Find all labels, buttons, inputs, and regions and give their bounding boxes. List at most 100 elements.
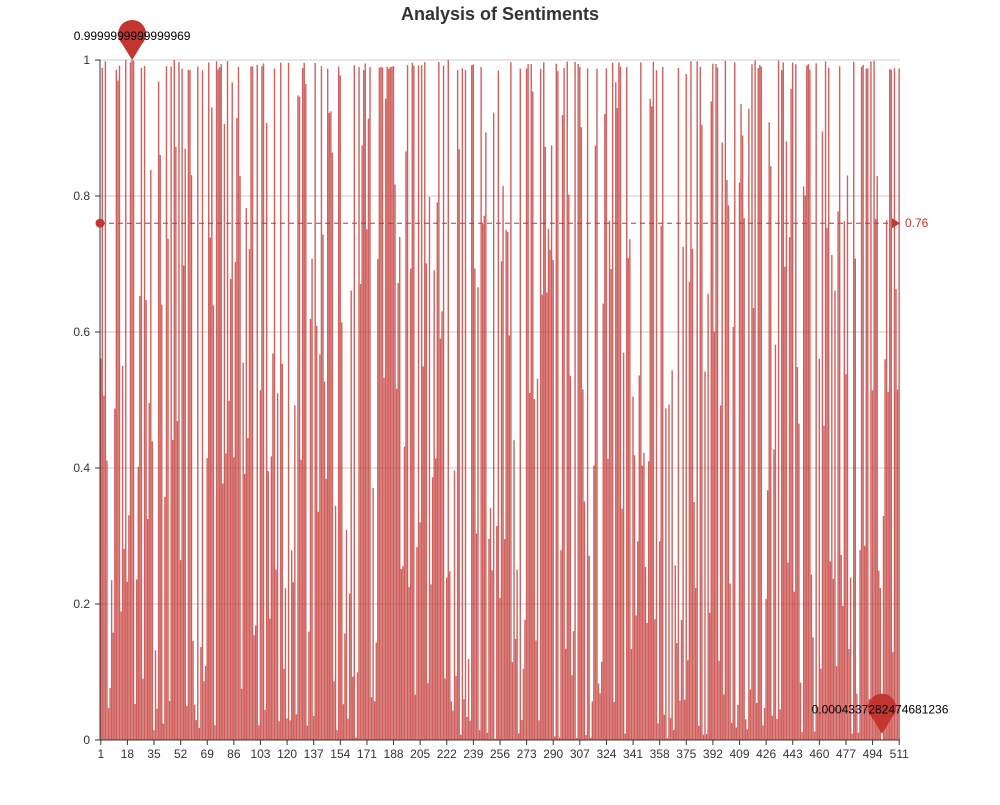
bar — [684, 700, 685, 740]
bar — [451, 701, 452, 740]
bar — [128, 515, 129, 740]
bar — [631, 649, 632, 740]
bar — [898, 68, 899, 740]
bar — [460, 735, 461, 740]
bar — [731, 723, 732, 740]
bar — [654, 619, 655, 740]
bar — [361, 145, 362, 740]
bar — [718, 661, 719, 740]
bar — [372, 488, 373, 740]
x-tick-label: 69 — [201, 747, 215, 761]
y-tick-label: 0.4 — [73, 461, 90, 475]
bar — [676, 643, 677, 740]
bar — [221, 64, 222, 740]
x-tick-label: 52 — [174, 747, 188, 761]
bar — [383, 378, 384, 740]
x-tick-label: 205 — [410, 747, 430, 761]
bar — [305, 84, 306, 740]
bar — [247, 438, 248, 740]
bar — [377, 259, 378, 740]
bar — [435, 458, 436, 740]
bar — [648, 461, 649, 740]
bar — [812, 637, 813, 740]
bar — [518, 733, 519, 740]
x-tick-label: 154 — [330, 747, 350, 761]
bar — [242, 363, 243, 740]
bar — [582, 389, 583, 740]
bar — [415, 695, 416, 740]
bar — [609, 221, 610, 740]
bar — [363, 70, 364, 740]
bar — [549, 250, 550, 740]
bar — [468, 659, 469, 740]
bar — [831, 255, 832, 740]
bar — [670, 718, 671, 740]
bar — [546, 292, 547, 740]
min-mark-label: 0.0004337282474681236 — [812, 703, 949, 717]
bar — [166, 66, 167, 740]
bar — [457, 70, 458, 740]
bar — [732, 327, 733, 740]
bar — [887, 392, 888, 740]
bar — [108, 708, 109, 740]
bar — [263, 63, 264, 740]
bar — [715, 64, 716, 740]
bar — [607, 459, 608, 740]
bar — [673, 730, 674, 740]
bar — [689, 282, 690, 740]
bar — [521, 720, 522, 740]
bar — [797, 367, 798, 740]
bar — [798, 424, 799, 740]
bar — [664, 715, 665, 740]
y-tick-label: 0.6 — [73, 325, 90, 339]
bar — [593, 465, 594, 740]
bar — [304, 63, 305, 740]
bar — [266, 123, 267, 740]
bar — [332, 153, 333, 740]
bar — [488, 539, 489, 740]
bar — [704, 372, 705, 740]
bar — [770, 166, 771, 740]
bar — [809, 70, 810, 740]
bar — [604, 114, 605, 740]
bar — [186, 706, 187, 740]
bar — [873, 61, 874, 740]
bar — [443, 66, 444, 740]
bar — [288, 63, 289, 740]
bar — [440, 339, 441, 740]
bar — [825, 61, 826, 740]
bar — [465, 70, 466, 740]
bar — [437, 202, 438, 740]
bar — [410, 269, 411, 740]
bar — [336, 730, 337, 740]
bar — [753, 308, 754, 740]
bar — [300, 460, 301, 740]
bar — [441, 311, 442, 740]
bar — [574, 62, 575, 740]
bar — [784, 267, 785, 740]
bar — [382, 68, 383, 740]
bar — [847, 175, 848, 740]
bar — [653, 62, 654, 740]
bar — [540, 69, 541, 740]
bar — [421, 65, 422, 740]
bar — [762, 725, 763, 740]
bar — [858, 733, 859, 740]
x-tick-label: 171 — [357, 747, 377, 761]
bar — [790, 89, 791, 740]
bar — [449, 571, 450, 740]
bar — [480, 67, 481, 740]
bar — [188, 70, 189, 740]
bar — [573, 631, 574, 740]
bar — [678, 68, 679, 740]
bar — [476, 534, 477, 740]
bar — [396, 389, 397, 740]
bar — [358, 67, 359, 740]
bar — [257, 65, 258, 740]
bar — [692, 249, 693, 740]
bar — [393, 66, 394, 740]
x-tick-label: 239 — [463, 747, 483, 761]
bar — [886, 220, 887, 740]
bar — [321, 66, 322, 740]
x-tick-label: 290 — [543, 747, 563, 761]
